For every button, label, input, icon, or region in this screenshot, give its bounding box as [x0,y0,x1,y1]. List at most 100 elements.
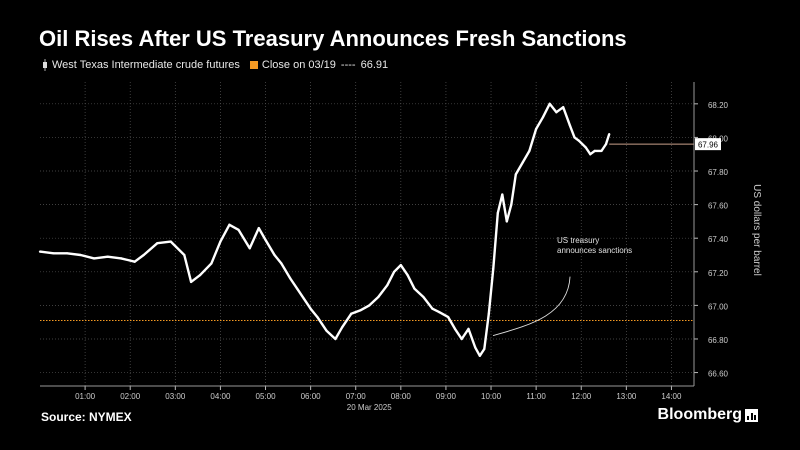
y-axis-title: US dollars per barrel [751,184,762,276]
source-note: Source: NYMEX [41,410,132,424]
x-tick-label: 05:00 [256,392,277,401]
candlestick-icon [41,59,49,71]
data-point [478,354,481,357]
data-point [487,312,490,315]
annotation-connector [492,276,571,337]
data-point [399,263,402,267]
y-tick-label: 67.80 [708,168,729,177]
x-axis-title: 20 Mar 2025 [347,403,392,412]
x-tick-label: 06:00 [301,392,322,401]
data-point [548,102,551,105]
x-tick-label: 04:00 [210,392,231,401]
data-point [350,312,353,315]
legend-series: West Texas Intermediate crude futures [41,59,240,71]
legend-close-dashes: ---- [340,59,356,71]
y-tick-label: 67.20 [708,269,729,278]
data-point [514,173,517,176]
data-point [341,326,344,329]
annotation-layer: US treasury announces sanctions [492,236,632,337]
data-point [460,337,463,341]
data-point [589,153,592,156]
data-point [38,250,42,253]
x-tick-label: 13:00 [616,392,637,401]
data-point [377,295,380,299]
bloomberg-chart-icon [745,408,758,422]
wti-price-line [39,102,611,357]
x-tick-label: 01:00 [75,392,96,401]
data-point [325,329,328,332]
annotation-line: US treasury [557,236,599,245]
data-point [257,227,260,230]
data-point [535,127,538,131]
data-point [264,238,267,241]
data-point [438,310,441,314]
x-tick-label: 14:00 [661,392,682,401]
data-point [302,297,305,300]
data-point [528,149,531,152]
x-tick-label: 11:00 [526,392,546,401]
data-point [541,116,545,119]
x-tick-label: 09:00 [436,392,457,401]
data-point [280,262,283,265]
y-axis: 66.6066.8067.0067.2067.4067.6067.8068.00… [693,82,762,386]
data-point [309,307,312,310]
data-point [79,253,82,257]
last-price-box [695,138,721,151]
data-point [316,316,319,319]
data-point [608,132,611,136]
data-point [156,242,159,245]
data-point [573,136,576,139]
data-point [406,274,409,277]
grid-lines [40,82,694,386]
data-point [248,247,251,250]
y-tick-label: 66.60 [708,370,729,379]
data-point [52,252,55,255]
data-point [593,149,596,152]
data-point [295,287,299,290]
x-tick-label: 02:00 [120,392,141,401]
y-tick-label: 67.40 [708,235,729,244]
data-point [93,257,96,260]
data-point [359,309,362,312]
data-point [169,240,172,243]
data-point [555,111,558,114]
data-point [289,277,292,280]
data-point [453,327,457,330]
x-tick-label: 08:00 [391,392,412,401]
data-point [210,262,213,265]
data-point [431,307,434,310]
data-point [183,253,186,257]
legend-close-value: 66.91 [360,59,389,71]
data-point [604,143,608,146]
data-point [120,257,123,260]
data-point [510,203,513,206]
data-point [189,280,193,283]
data-point [392,270,396,273]
x-tick-label: 12:00 [571,392,592,401]
data-point [422,295,425,299]
brand-logo: Bloomberg [658,406,758,424]
data-point [467,327,470,330]
data-point [219,240,222,243]
data-point [368,304,371,307]
chart-title: Oil Rises After US Treasury Announces Fr… [39,26,627,51]
data-point [273,253,276,257]
data-point [199,274,202,277]
chart-legend: West Texas Intermediate crude futures Cl… [41,58,398,72]
data-point [106,255,109,258]
data-point [492,267,495,270]
data-point [577,139,581,142]
data-point [386,284,389,287]
annotation-line: announces sanctions [557,246,632,255]
legend-close: Close on 03/19 ---- 66.91 [249,59,389,71]
legend-close-label: Close on 03/19 [261,59,336,71]
data-point [133,260,136,263]
legend-close-swatch [249,61,258,69]
data-point [413,287,416,290]
data-point [521,161,524,164]
y-tick-label: 67.60 [708,202,729,211]
data-point [237,228,240,231]
data-point [562,106,565,109]
data-point [65,252,69,255]
